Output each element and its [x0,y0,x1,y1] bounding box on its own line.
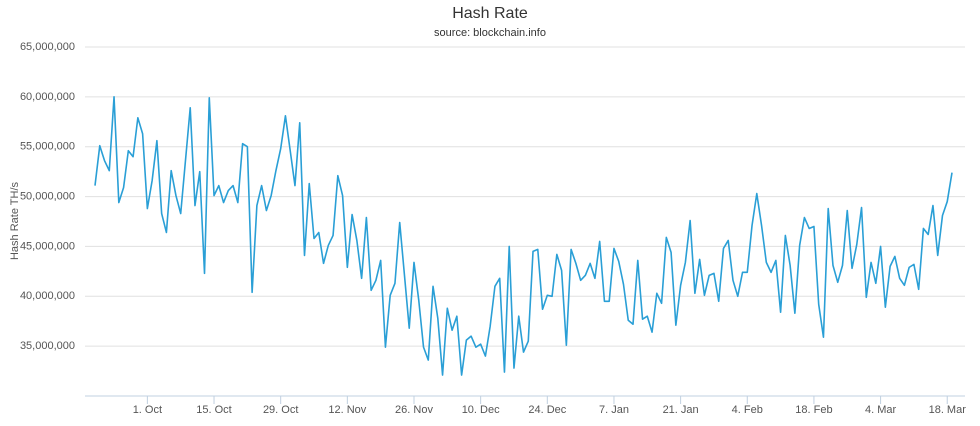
x-tick-label: 18. Mar [929,404,967,416]
y-tick-label: 60,000,000 [20,91,75,103]
x-tick-label: 10. Dec [462,404,500,416]
y-tick-label: 45,000,000 [20,240,75,252]
x-tick-label: 18. Feb [795,404,832,416]
x-tick-label: 15. Oct [196,404,231,416]
y-tick-label: 35,000,000 [20,340,75,352]
x-tick-label: 29. Oct [263,404,298,416]
x-tick-label: 21. Jan [663,404,699,416]
y-axis-title: Hash Rate TH/s [9,181,21,260]
y-tick-label: 50,000,000 [20,190,75,202]
x-tick-label: 7. Jan [599,404,629,416]
data-line [94,96,953,376]
x-tick-label: 4. Feb [732,404,763,416]
x-tick-label: 4. Mar [865,404,897,416]
x-tick-label: 1. Oct [133,404,162,416]
x-tick-label: 24. Dec [528,404,566,416]
y-tick-label: 40,000,000 [20,290,75,302]
chart-subtitle: source: blockchain.info [434,27,546,39]
x-tick-label: 12. Nov [328,404,366,416]
chart-title: Hash Rate [452,5,528,22]
y-tick-label: 55,000,000 [20,141,75,153]
x-tick-label: 26. Nov [395,404,433,416]
y-tick-label: 65,000,000 [20,41,75,53]
